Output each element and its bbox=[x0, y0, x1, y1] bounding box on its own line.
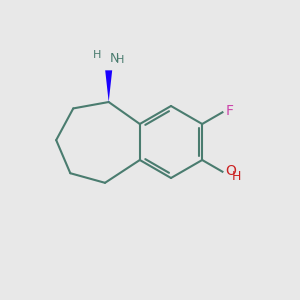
Text: O: O bbox=[226, 164, 236, 178]
Text: H: H bbox=[232, 170, 241, 184]
Text: N: N bbox=[110, 52, 119, 65]
Text: F: F bbox=[226, 104, 234, 118]
Text: H: H bbox=[116, 55, 124, 65]
Polygon shape bbox=[105, 70, 112, 102]
Text: H: H bbox=[93, 50, 102, 60]
